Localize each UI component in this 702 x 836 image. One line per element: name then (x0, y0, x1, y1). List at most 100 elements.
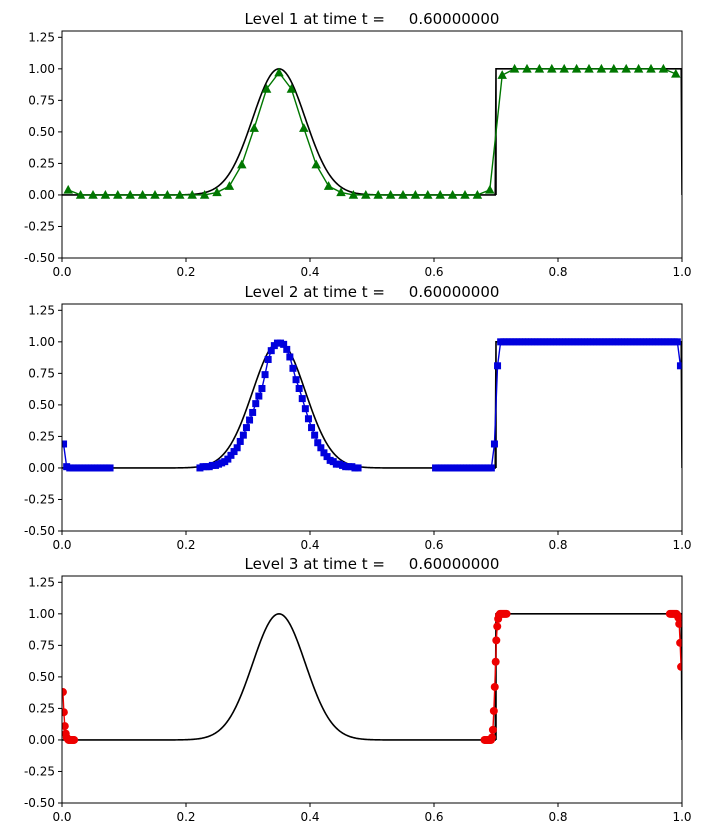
x-tick-label: 0.4 (300, 538, 319, 552)
chart-panel-2: Level 2 at time t = 0.60000000 0.0 0.2 0.4 0… (24, 283, 692, 552)
data-point (609, 63, 619, 73)
data-point (410, 189, 421, 199)
data-point (261, 371, 269, 379)
x-tick-label: 0.6 (424, 265, 443, 279)
data-point (267, 347, 275, 355)
chart-panel-1: Level 1 at time t = 0.60000000 0.0 0.2 0.4 0… (24, 10, 692, 279)
plot-area (62, 63, 682, 199)
data-point (675, 619, 682, 628)
data-point (490, 682, 499, 691)
data-point (314, 439, 322, 447)
data-point (674, 613, 682, 622)
data-point (62, 722, 69, 731)
x-tick-label: 0.2 (176, 810, 195, 824)
y-tick-label: -0.25 (24, 219, 55, 233)
data-point (299, 123, 309, 132)
data-point (646, 63, 656, 73)
data-point (571, 63, 582, 73)
data-point (224, 181, 235, 190)
data-point (261, 84, 272, 93)
data-point (286, 353, 294, 361)
x-tick-label: 1.0 (672, 810, 691, 824)
data-point (304, 415, 312, 423)
data-point (547, 63, 557, 73)
data-point (373, 189, 383, 199)
y-tick-label: 0.25 (28, 429, 55, 443)
series-line (67, 68, 677, 196)
y-tick-label: 0.00 (28, 461, 55, 475)
y-tick-label: -0.25 (24, 492, 55, 506)
x-tick-label: 0.2 (176, 265, 195, 279)
y-tick-label: -0.25 (24, 764, 55, 778)
data-point (485, 184, 495, 194)
y-tick-label: 0.00 (28, 188, 55, 202)
y-tick-label: -0.50 (24, 524, 55, 538)
data-point (237, 159, 247, 169)
chart-title: Level 1 at time t = 0.60000000 (245, 10, 500, 28)
x-tick-label: 0.4 (300, 265, 319, 279)
data-point (491, 657, 500, 666)
data-point (298, 395, 306, 403)
data-point (308, 424, 316, 432)
x-tick-label: 0.2 (176, 538, 195, 552)
data-point (258, 384, 266, 392)
x-tick-label: 0.8 (548, 265, 567, 279)
data-point (488, 725, 497, 734)
data-point (280, 340, 288, 348)
data-point (596, 63, 607, 73)
data-point (187, 189, 197, 199)
data-point (125, 189, 135, 199)
data-point (509, 63, 520, 73)
y-tick-label: 1.00 (28, 335, 55, 349)
data-point (106, 464, 114, 472)
x-tick-label: 0.6 (424, 538, 443, 552)
chart-panel-3: Level 3 at time t = 0.60000000 0.0 0.2 0.4 0… (24, 555, 692, 824)
axes-frame (61, 575, 683, 804)
plot-area (62, 609, 682, 744)
data-point (398, 189, 408, 199)
series-line (435, 341, 682, 469)
data-point (317, 444, 325, 452)
data-point (255, 392, 263, 400)
data-point (249, 123, 259, 132)
data-point (227, 451, 235, 459)
data-point (233, 444, 241, 452)
data-point (487, 464, 495, 472)
data-point (671, 68, 681, 78)
data-point (199, 189, 210, 199)
chart-title: Level 2 at time t = 0.60000000 (245, 283, 500, 301)
y-tick-label: 0.25 (28, 156, 55, 170)
data-point (252, 400, 260, 408)
data-point (385, 189, 396, 199)
data-point (100, 189, 111, 199)
data-point (75, 189, 86, 199)
data-point (274, 67, 284, 77)
y-tick-label: 0.75 (28, 366, 55, 380)
data-point (677, 662, 682, 671)
axes-frame (61, 30, 683, 259)
data-point (175, 189, 185, 199)
x-tick-label: 0.6 (424, 810, 443, 824)
exact-solution-line (62, 341, 682, 469)
data-point (493, 622, 502, 631)
data-point (264, 355, 272, 363)
x-tick-label: 1.0 (672, 265, 691, 279)
data-point (295, 384, 303, 392)
y-tick-label: 0.75 (28, 93, 55, 107)
data-point (62, 440, 68, 448)
y-tick-label: 1.25 (28, 303, 55, 317)
data-point (249, 408, 257, 416)
data-point (673, 338, 681, 346)
data-point (62, 708, 68, 717)
data-point (150, 189, 160, 199)
data-point (584, 63, 594, 73)
exact-solution-line (62, 68, 682, 196)
y-tick-label: 1.25 (28, 575, 55, 589)
data-point (137, 189, 148, 199)
x-tick-label: 0.0 (52, 810, 71, 824)
data-point (236, 437, 244, 445)
data-point (676, 362, 682, 370)
data-point (423, 189, 433, 199)
y-tick-label: 0.50 (28, 125, 55, 139)
